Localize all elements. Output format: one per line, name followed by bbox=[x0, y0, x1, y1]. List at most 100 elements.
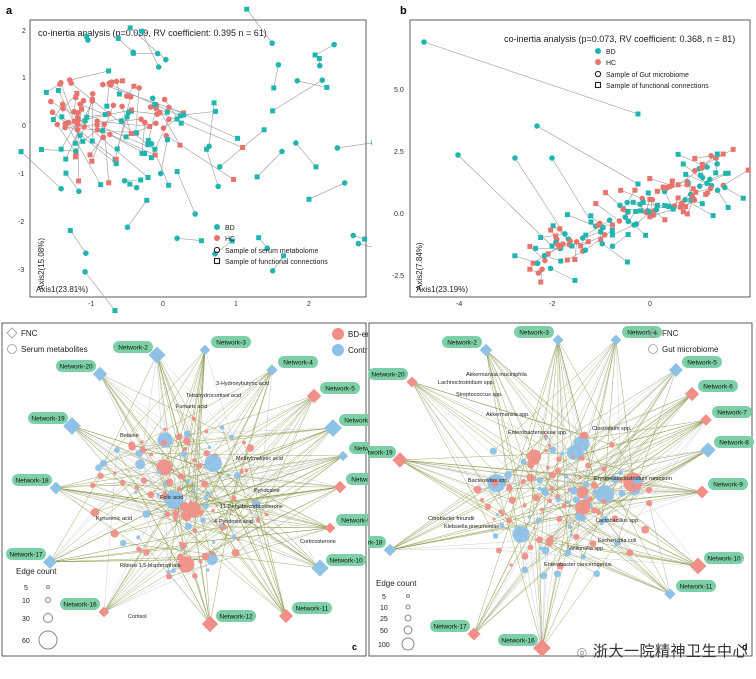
panel-d-microbe-labels: Lachnoclostridium spp. Akkermansia mucini… bbox=[428, 372, 672, 568]
net-node bbox=[114, 447, 120, 453]
net-edge bbox=[582, 419, 707, 440]
a-xtick: 1 bbox=[234, 301, 238, 308]
net-edge bbox=[184, 486, 341, 508]
b-point bbox=[542, 257, 548, 264]
a-point-bd bbox=[216, 163, 223, 170]
a-point-fc bbox=[116, 91, 122, 97]
a-ytick: 0 bbox=[22, 123, 26, 130]
net-edge bbox=[257, 455, 344, 521]
net-edge bbox=[209, 395, 315, 448]
net-node bbox=[589, 540, 597, 548]
b-link bbox=[540, 233, 565, 238]
net-edge bbox=[485, 349, 583, 436]
net-edge bbox=[389, 536, 577, 551]
a-point-bd bbox=[275, 61, 282, 68]
a-point-fc bbox=[152, 146, 158, 152]
network-badge bbox=[712, 406, 752, 418]
a-point-hc bbox=[77, 101, 83, 107]
network-badge bbox=[368, 368, 408, 380]
b-xtick: 0 bbox=[648, 301, 652, 308]
net-edge bbox=[541, 439, 583, 649]
b-point bbox=[541, 252, 548, 259]
net-node bbox=[231, 534, 237, 540]
net-node bbox=[140, 440, 144, 444]
a-point-hc bbox=[75, 121, 81, 128]
net-edge bbox=[99, 373, 177, 509]
a-point-bd bbox=[206, 143, 212, 150]
net-node bbox=[641, 525, 650, 534]
net-edge bbox=[536, 369, 677, 498]
net-edge bbox=[530, 464, 543, 649]
b-point-fc bbox=[663, 185, 669, 191]
net-edge bbox=[411, 381, 524, 482]
node-label: Lachnoclostridium spp. bbox=[438, 380, 495, 386]
b-point-fc bbox=[572, 277, 578, 283]
b-point-fc bbox=[730, 146, 736, 152]
a-point-bd bbox=[192, 211, 198, 217]
a-point-fc bbox=[63, 170, 69, 176]
panel-a-label: a bbox=[6, 5, 13, 17]
net-node bbox=[182, 446, 188, 452]
b-point bbox=[534, 123, 540, 129]
net-node bbox=[142, 510, 151, 518]
a-link bbox=[131, 110, 158, 115]
panel-c-nodes bbox=[43, 344, 349, 633]
a-point-fc bbox=[313, 164, 319, 170]
a-point-bd bbox=[99, 127, 106, 134]
net-node bbox=[164, 490, 184, 509]
net-edge bbox=[502, 339, 559, 515]
net-node bbox=[184, 522, 193, 530]
d-edge-50: 50 bbox=[380, 628, 388, 635]
net-node bbox=[147, 491, 155, 499]
fnc-node bbox=[337, 450, 349, 462]
a-point-fc bbox=[130, 50, 136, 56]
a-link bbox=[102, 84, 184, 114]
net-node bbox=[542, 489, 549, 496]
b-link bbox=[653, 206, 681, 216]
net-node bbox=[198, 559, 203, 564]
d-edge-10: 10 bbox=[380, 605, 388, 612]
net-node bbox=[610, 475, 619, 484]
b-point-fc bbox=[699, 201, 705, 207]
a-point-bd bbox=[124, 224, 131, 231]
a-point-fc bbox=[145, 175, 151, 181]
b-point-fc bbox=[635, 111, 641, 117]
a-point-bd bbox=[279, 148, 285, 155]
net-node bbox=[522, 503, 527, 508]
a-point-fc bbox=[229, 238, 235, 244]
a-point-fc bbox=[166, 182, 172, 188]
a-link bbox=[70, 230, 87, 254]
net-node bbox=[566, 445, 582, 461]
net-edge bbox=[55, 487, 147, 553]
net-edge bbox=[103, 463, 331, 529]
b-point bbox=[682, 197, 688, 203]
net-node bbox=[192, 458, 197, 463]
panel-b-plot: b co-inertia analysis (p=0.073, RV coeff… bbox=[392, 5, 751, 308]
d-edge-title: Edge count bbox=[376, 579, 417, 588]
b-point-fc bbox=[675, 182, 681, 188]
a-point-fc bbox=[72, 154, 78, 160]
a-point-hc bbox=[66, 77, 73, 83]
a-point-hc bbox=[147, 104, 154, 110]
a-point-hc bbox=[48, 98, 54, 105]
net-edge bbox=[518, 419, 707, 533]
a-point-fc bbox=[148, 155, 154, 161]
a-ylabel: Axis2(15.08%) bbox=[37, 238, 46, 290]
d-edge-5: 5 bbox=[382, 594, 386, 601]
b-point-fc bbox=[675, 195, 681, 201]
a-point-bd bbox=[341, 180, 348, 186]
net-node bbox=[601, 516, 609, 523]
b-xtick: -4 bbox=[456, 301, 462, 308]
fnc-node bbox=[392, 452, 408, 468]
node-label: Klebsiella pneumoniae bbox=[444, 524, 499, 530]
net-edge bbox=[582, 393, 693, 440]
a-point-fc bbox=[102, 112, 108, 118]
net-edge bbox=[485, 349, 582, 444]
b-legend-gut: Sample of Gut microbiome bbox=[606, 72, 689, 79]
net-edge bbox=[616, 369, 677, 544]
net-node bbox=[229, 434, 235, 440]
fnc-node bbox=[383, 543, 397, 557]
b-link bbox=[709, 173, 726, 180]
network-badge bbox=[698, 380, 738, 392]
network-label: Network-6 bbox=[703, 384, 733, 391]
